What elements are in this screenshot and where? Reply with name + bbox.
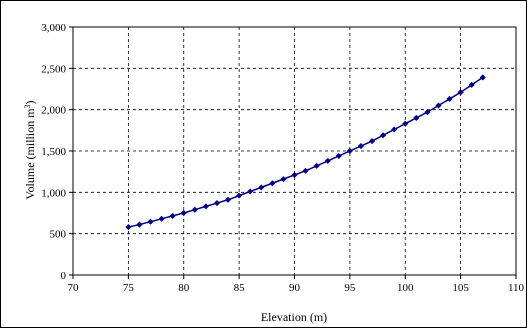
x-tick-label: 110	[508, 282, 525, 294]
y-tick-label: 500	[50, 229, 67, 241]
data-point-marker	[313, 162, 320, 170]
data-point-marker	[202, 203, 210, 210]
data-point-marker	[424, 108, 431, 116]
data-point-marker	[136, 221, 143, 228]
y-axis-title-main: Volume (million m	[23, 108, 37, 200]
data-point-marker	[180, 209, 187, 217]
data-point-marker	[402, 120, 409, 127]
data-point-marker	[125, 223, 132, 231]
y-tick-label: 3,000	[41, 22, 66, 34]
data-point-marker	[468, 81, 475, 89]
data-point-marker	[346, 147, 354, 155]
data-point-marker	[479, 74, 486, 81]
data-point-marker	[291, 171, 298, 179]
data-point-marker	[446, 95, 453, 103]
x-tick-label: 95	[344, 282, 356, 294]
x-tick-label: 85	[234, 282, 246, 294]
data-point-marker	[435, 102, 442, 109]
data-point-marker	[224, 196, 232, 203]
data-point-marker	[413, 114, 420, 122]
series-volume	[125, 74, 486, 231]
data-point-marker	[147, 218, 154, 225]
y-tick-label: 2,000	[41, 105, 66, 117]
x-tick-label: 105	[452, 282, 469, 294]
data-point-marker	[391, 126, 398, 133]
data-point-marker	[335, 152, 342, 160]
x-tick-label: 80	[178, 282, 190, 294]
data-point-marker	[302, 167, 309, 174]
data-point-marker	[269, 180, 276, 187]
data-point-marker	[258, 184, 265, 191]
y-axis-title: Volume (million m3)	[23, 100, 37, 199]
data-point-marker	[280, 175, 287, 183]
data-point-marker	[247, 188, 254, 195]
data-point-marker	[158, 215, 165, 222]
y-tick-label: 1,500	[41, 146, 66, 158]
grid-lines	[73, 27, 516, 275]
x-tick-label: 100	[397, 282, 414, 294]
y-axis-ticks: 0 500 1,000 1,500 2,000 2,500 3,000	[41, 22, 73, 282]
x-axis-ticks: 70 75 80 85 90 95 100 105 110	[68, 275, 525, 294]
y-tick-label: 0	[61, 270, 67, 282]
x-tick-label: 90	[289, 282, 301, 294]
data-point-marker	[457, 89, 464, 96]
data-point-marker	[379, 132, 387, 139]
data-point-marker	[191, 206, 198, 213]
y-tick-label: 2,500	[41, 63, 66, 75]
data-point-marker	[368, 137, 376, 145]
data-point-marker	[235, 192, 243, 199]
data-point-marker	[169, 212, 176, 220]
y-tick-label: 1,000	[41, 187, 66, 199]
x-axis-title: Elevation (m)	[261, 310, 327, 324]
data-point-marker	[357, 142, 365, 150]
y-axis-title-superscript: 3	[23, 104, 32, 108]
x-tick-label: 75	[123, 282, 135, 294]
data-point-marker	[324, 157, 331, 165]
x-tick-label: 70	[68, 282, 80, 294]
data-point-marker	[213, 199, 221, 207]
y-axis-title-close: )	[23, 100, 37, 104]
